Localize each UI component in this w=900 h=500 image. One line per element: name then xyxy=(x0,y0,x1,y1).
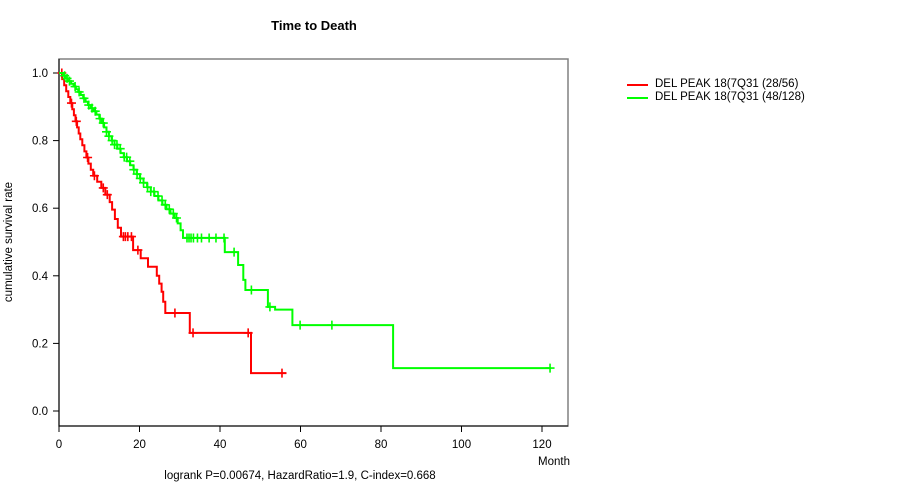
x-tick-label: 60 xyxy=(294,439,307,451)
legend-line-green-icon xyxy=(627,96,648,99)
censor-mark-icon xyxy=(172,213,182,223)
legend-label: DEL PEAK 18(7Q31 (28/56) xyxy=(655,78,799,90)
censor-mark-icon xyxy=(133,245,143,255)
censor-mark-icon xyxy=(66,98,76,108)
x-tick-label: 120 xyxy=(532,439,551,451)
censor-mark-icon xyxy=(229,247,239,257)
censor-mark-icon xyxy=(196,233,206,243)
censor-mark-icon xyxy=(70,82,80,92)
censor-mark-icon xyxy=(90,106,100,116)
censor-mark-icon xyxy=(327,320,337,330)
censor-mark-icon xyxy=(545,363,555,373)
legend-item-group1: DEL PEAK 18(7Q31 (28/56) xyxy=(627,78,805,91)
y-tick-label: 0.2 xyxy=(32,338,48,350)
km-curve xyxy=(59,72,550,370)
censor-mark-icon xyxy=(153,191,163,201)
y-tick-label: 1.0 xyxy=(32,68,48,80)
y-tick-label: 0.6 xyxy=(32,203,48,215)
x-tick-label: 20 xyxy=(133,439,146,451)
stats-annotation: logrank P=0.00674, HazardRatio=1.9, C-in… xyxy=(164,470,436,482)
censor-mark-icon xyxy=(98,118,108,128)
legend-line-red-icon xyxy=(627,83,648,86)
y-tick-label: 0.4 xyxy=(32,271,49,283)
x-tick-label: 0 xyxy=(56,439,62,451)
censor-mark-icon xyxy=(149,187,159,197)
km-curve xyxy=(59,72,287,375)
legend-label: DEL PEAK 18(7Q31 (48/128) xyxy=(655,91,805,103)
censor-mark-icon xyxy=(64,76,74,86)
censor-mark-icon xyxy=(139,178,149,188)
censor-mark-icon xyxy=(265,302,275,312)
chart-title: Time to Death xyxy=(271,18,357,33)
censor-mark-icon xyxy=(125,156,135,166)
y-axis-label: cumulative survival rate xyxy=(3,181,15,303)
y-tick-label: 0.0 xyxy=(32,406,48,418)
censor-mark-icon xyxy=(211,233,221,243)
censor-mark-icon xyxy=(89,171,99,181)
censor-mark-icon xyxy=(164,204,174,214)
censor-mark-icon xyxy=(83,153,93,162)
x-tick-label: 100 xyxy=(452,439,471,451)
censor-mark-icon xyxy=(170,308,180,318)
legend-item-group2: DEL PEAK 18(7Q31 (48/128) xyxy=(627,91,805,104)
censor-mark-icon xyxy=(277,368,287,378)
y-tick-label: 0.8 xyxy=(32,136,48,148)
censor-mark-icon xyxy=(79,93,89,103)
x-tick-label: 40 xyxy=(214,439,227,451)
censor-mark-icon xyxy=(243,328,253,338)
censor-mark-icon xyxy=(246,285,256,295)
censor-mark-icon xyxy=(126,232,136,242)
censor-mark-icon xyxy=(98,183,108,193)
x-axis-label: Month xyxy=(538,456,570,468)
censor-mark-icon xyxy=(102,190,112,200)
censor-mark-icon xyxy=(71,116,81,126)
censor-mark-icon xyxy=(115,144,125,154)
censor-mark-icon xyxy=(295,320,305,330)
censor-mark-icon xyxy=(188,328,198,338)
censor-mark-icon xyxy=(74,87,84,97)
plot-frame xyxy=(58,58,569,427)
censor-mark-icon xyxy=(219,233,229,243)
legend: DEL PEAK 18(7Q31 (28/56) DEL PEAK 18(7Q3… xyxy=(627,78,805,104)
censor-mark-icon xyxy=(160,200,170,210)
x-tick-label: 80 xyxy=(375,439,388,451)
